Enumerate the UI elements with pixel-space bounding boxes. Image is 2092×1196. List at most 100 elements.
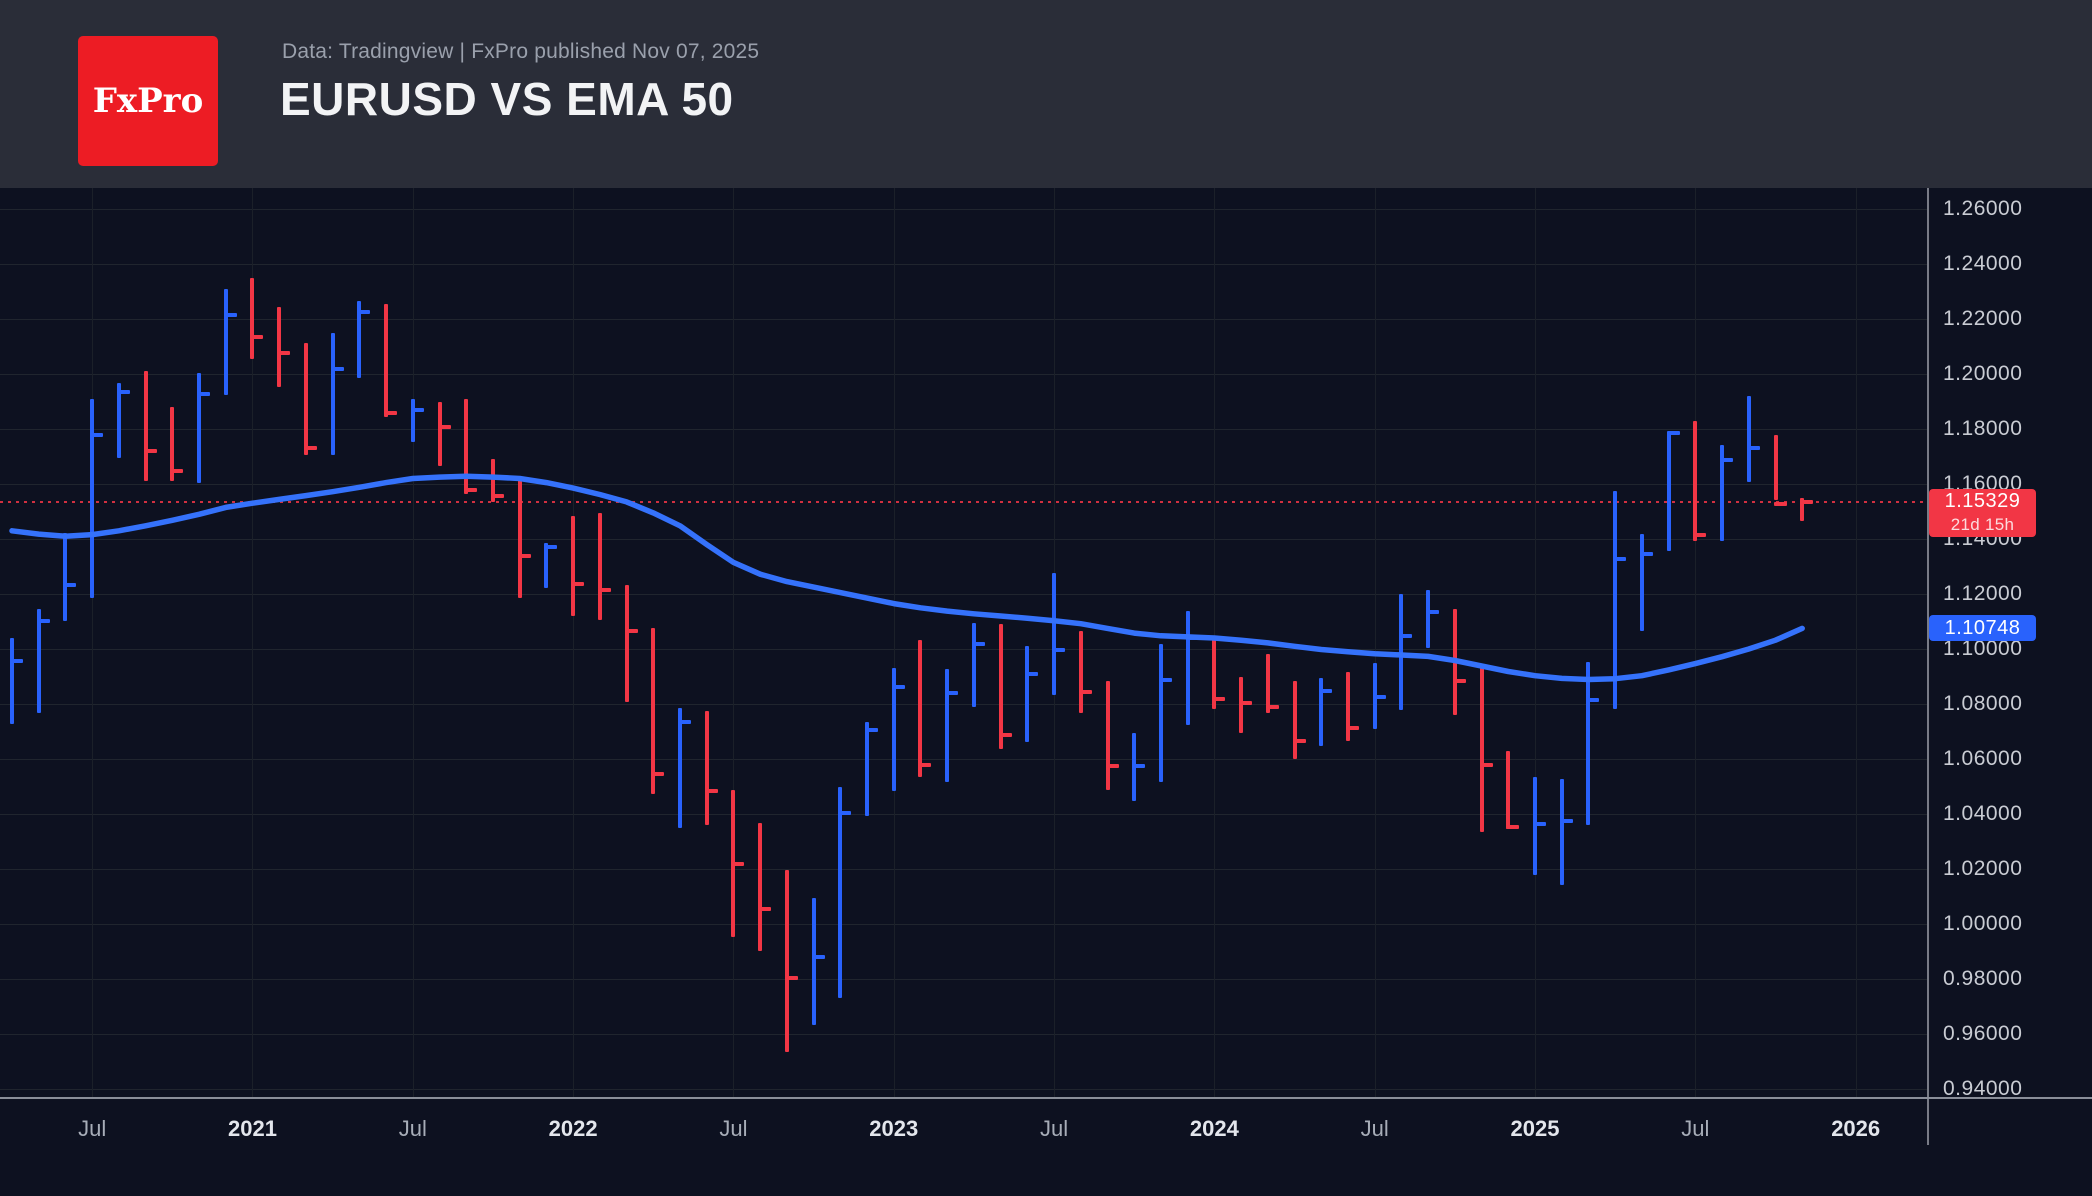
price-grid-line bbox=[0, 484, 1927, 485]
ohlc-bar bbox=[998, 623, 1003, 750]
ohlc-bar bbox=[277, 307, 282, 388]
ohlc-bar bbox=[197, 373, 202, 484]
ohlc-bar bbox=[624, 584, 629, 703]
price-grid-line bbox=[0, 649, 1927, 650]
fxpro-logo-text: FxPro bbox=[92, 81, 204, 121]
ohlc-close-tick bbox=[1105, 764, 1119, 769]
price-grid-line bbox=[0, 814, 1927, 815]
ohlc-bar bbox=[384, 304, 389, 417]
ohlc-close-tick bbox=[1292, 738, 1306, 743]
time-grid-line bbox=[412, 188, 414, 1097]
ohlc-close-tick bbox=[571, 582, 585, 587]
ohlc-bar bbox=[1399, 593, 1404, 711]
ohlc-bar bbox=[1693, 420, 1698, 542]
ohlc-close-tick bbox=[1693, 532, 1707, 537]
price-axis[interactable]: 1.26000 1.24000 1.22000 1.20000 1.18000 1.160… bbox=[1927, 188, 2092, 1100]
ohlc-close-tick bbox=[1239, 700, 1253, 705]
price-tick-label: 1.18000 bbox=[1943, 417, 2023, 440]
ohlc-close-tick bbox=[865, 728, 879, 733]
ohlc-close-tick bbox=[945, 691, 959, 696]
ema-line bbox=[9, 473, 1805, 683]
ohlc-close-tick bbox=[918, 763, 932, 768]
price-tick-label: 1.10000 bbox=[1943, 637, 2023, 660]
ohlc-bar bbox=[437, 401, 442, 467]
time-tick-label: Jul bbox=[1360, 1116, 1389, 1141]
price-grid-line bbox=[0, 429, 1927, 430]
ohlc-bar bbox=[1212, 636, 1217, 710]
ohlc-close-tick bbox=[1078, 690, 1092, 695]
time-tick-label: 2021 bbox=[227, 1116, 277, 1141]
ohlc-bar bbox=[945, 669, 950, 783]
ohlc-close-tick bbox=[1559, 818, 1573, 823]
time-grid-line bbox=[573, 188, 575, 1097]
time-tick-label: 2022 bbox=[548, 1116, 598, 1141]
fxpro-logo: FxPro bbox=[78, 36, 218, 166]
price-tick-label: 1.22000 bbox=[1943, 307, 2023, 330]
ohlc-close-tick bbox=[490, 493, 504, 498]
ohlc-bar bbox=[865, 721, 870, 817]
ohlc-bar bbox=[1105, 681, 1110, 790]
price-tick-label: 0.96000 bbox=[1943, 1022, 2023, 1045]
time-grid-line bbox=[733, 188, 735, 1097]
ohlc-close-tick bbox=[197, 392, 211, 397]
ohlc-close-tick bbox=[384, 411, 398, 416]
price-tick-label: 0.94000 bbox=[1943, 1077, 2023, 1100]
ohlc-bar bbox=[891, 668, 896, 792]
ohlc-bar bbox=[571, 516, 576, 616]
price-tick-label: 1.00000 bbox=[1943, 912, 2023, 935]
ohlc-close-tick bbox=[891, 684, 905, 689]
time-grid-line bbox=[1695, 188, 1697, 1097]
ohlc-close-tick bbox=[784, 976, 798, 981]
ohlc-bar bbox=[357, 300, 362, 378]
ohlc-bar bbox=[758, 822, 763, 952]
ohlc-close-tick bbox=[1479, 763, 1493, 768]
time-axis[interactable]: Jul 2021 Jul 2022 Jul 2023 Jul 2024 Jul 2025 Jul 20… bbox=[0, 1099, 2092, 1196]
time-grid-line bbox=[1535, 188, 1537, 1097]
ohlc-close-tick bbox=[1773, 502, 1787, 507]
time-tick-label: Jul bbox=[398, 1116, 427, 1141]
ohlc-close-tick bbox=[1452, 678, 1466, 683]
last-price-value: 1.15329 bbox=[1944, 490, 2021, 513]
chart-plot-area[interactable] bbox=[0, 188, 1927, 1097]
ohlc-close-tick bbox=[1586, 697, 1600, 702]
ohlc-bar bbox=[1158, 644, 1163, 782]
time-tick-label: Jul bbox=[1681, 1116, 1710, 1141]
ohlc-close-tick bbox=[1025, 672, 1039, 677]
price-grid-line bbox=[0, 924, 1927, 925]
time-axis-line bbox=[0, 1097, 2092, 1099]
ohlc-close-tick bbox=[731, 861, 745, 866]
price-tick-label: 1.04000 bbox=[1943, 802, 2023, 825]
price-grid-line bbox=[0, 759, 1927, 760]
ohlc-close-tick bbox=[624, 628, 638, 633]
ohlc-close-tick bbox=[811, 954, 825, 959]
ohlc-close-tick bbox=[1346, 725, 1359, 730]
ohlc-close-tick bbox=[1800, 500, 1814, 505]
ohlc-close-tick bbox=[277, 351, 291, 356]
time-tick-label: Jul bbox=[719, 1116, 748, 1141]
ohlc-close-tick bbox=[170, 469, 184, 474]
ohlc-bar bbox=[1052, 573, 1057, 695]
ohlc-bar bbox=[784, 869, 789, 1052]
ohlc-bar bbox=[250, 278, 255, 360]
price-tick-label: 1.16000 bbox=[1943, 472, 2023, 495]
ohlc-bar bbox=[1426, 590, 1431, 649]
price-grid-line bbox=[0, 869, 1927, 870]
ohlc-close-tick bbox=[1399, 633, 1413, 638]
price-axis-line bbox=[1927, 188, 1929, 1145]
ohlc-bar bbox=[517, 479, 522, 598]
ohlc-close-tick bbox=[1212, 697, 1226, 702]
price-grid-line bbox=[0, 209, 1927, 210]
ohlc-close-tick bbox=[517, 553, 531, 558]
ohlc-bar bbox=[490, 458, 495, 502]
time-grid-line bbox=[1374, 188, 1376, 1097]
ohlc-close-tick bbox=[63, 582, 77, 587]
price-tick-label: 1.02000 bbox=[1943, 857, 2023, 880]
ohlc-bar bbox=[678, 707, 682, 828]
ohlc-close-tick bbox=[437, 424, 451, 429]
price-tick-label: 1.20000 bbox=[1943, 362, 2023, 385]
ohlc-bar bbox=[223, 288, 228, 396]
header: FxPro Data: Tradingview | FxPro publishe… bbox=[0, 0, 2092, 188]
ohlc-close-tick bbox=[1720, 458, 1734, 463]
price-tick-label: 1.08000 bbox=[1943, 692, 2023, 715]
